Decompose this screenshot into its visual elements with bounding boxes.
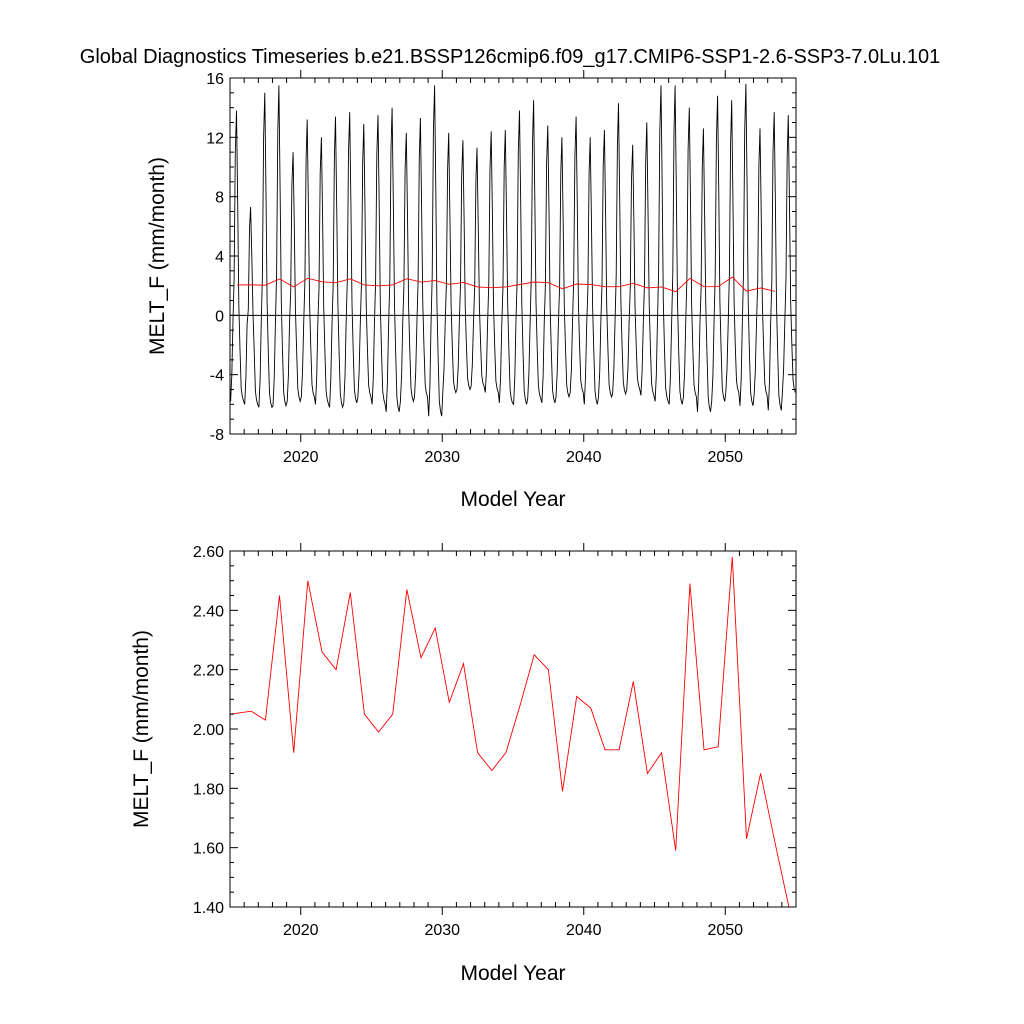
bottom-ytick-label: 2.00 (193, 722, 224, 739)
bottom-y-axis-label: MELT_F (mm/month) (130, 630, 153, 828)
top-plot-frame (229, 77, 797, 435)
top-xtick-label: 2030 (424, 449, 460, 466)
bottom-ytick-label: 2.40 (193, 603, 224, 620)
top-ytick-label: 16 (206, 71, 224, 88)
top-xtick-label: 2040 (566, 449, 602, 466)
top-ytick-label: 8 (215, 190, 224, 207)
bottom-panel: 1.40 1.60 1.80 2.00 2.20 2.40 2.60 2020 2030 2040… (130, 543, 797, 985)
top-xtick-label: 2050 (707, 449, 743, 466)
top-ytick-label: 12 (206, 130, 224, 147)
top-panel: -8 -4 0 4 8 12 16 2020 2030 2040 2050 Model Year M… (146, 70, 797, 511)
top-xtick-label: 2020 (283, 449, 319, 466)
bottom-annual-mean-line (230, 556, 790, 907)
bottom-ytick-label: 1.80 (193, 781, 224, 798)
bottom-xtick-label: 2040 (566, 922, 602, 939)
bottom-ytick-label: 2.60 (193, 544, 224, 561)
top-monthly-series-line (230, 83, 796, 417)
bottom-xtick-label: 2050 (707, 922, 743, 939)
bottom-ytick-label: 2.20 (193, 663, 224, 680)
top-ytick-label: 0 (215, 308, 224, 325)
bottom-x-axis-label: Model Year (460, 962, 565, 985)
figure-title: Global Diagnostics Timeseries b.e21.BSSP… (80, 46, 940, 68)
top-ytick-label: 4 (215, 249, 224, 266)
bottom-ytick-label: 1.40 (193, 900, 224, 917)
top-annual-mean-line (237, 276, 775, 293)
top-ytick-label: -8 (210, 427, 224, 444)
top-ytick-label: -4 (210, 368, 224, 385)
top-x-axis-label: Model Year (460, 488, 565, 511)
bottom-xtick-label: 2020 (283, 922, 319, 939)
bottom-ytick-label: 1.60 (193, 841, 224, 858)
top-y-axis-label: MELT_F (mm/month) (146, 157, 169, 355)
bottom-xtick-label: 2030 (424, 922, 460, 939)
